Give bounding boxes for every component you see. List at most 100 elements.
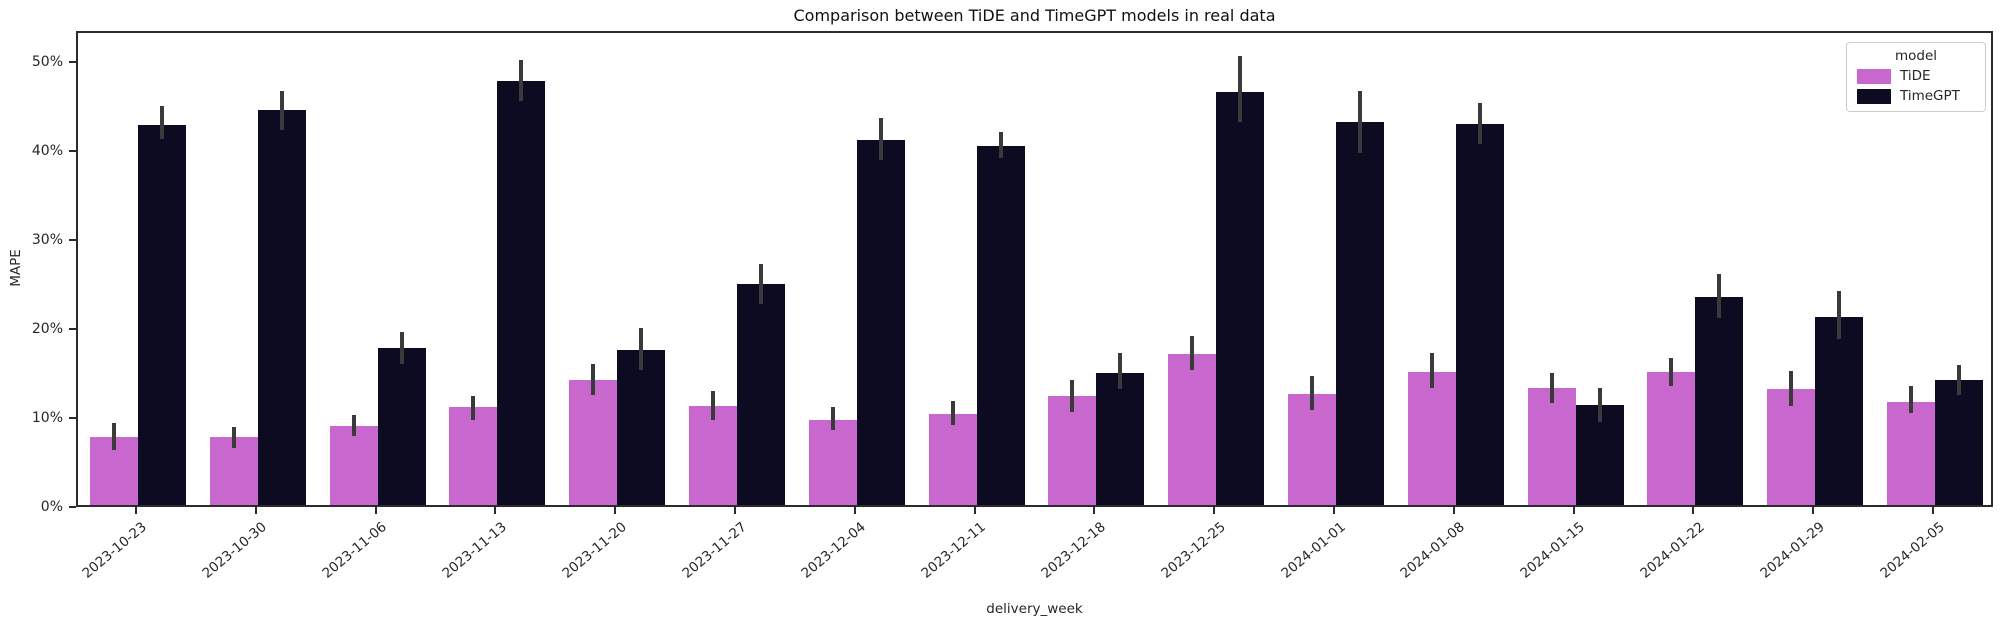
bar-timegpt-2024-01-22 (1695, 296, 1744, 505)
x-tick-label-text: 2023-11-20 (559, 519, 630, 582)
error-bar-timegpt-2024-01-22 (1717, 273, 1722, 319)
error-bar-tide-2023-11-20 (591, 364, 596, 395)
error-bar-timegpt-2024-01-08 (1477, 102, 1482, 144)
error-bar-timegpt-2023-11-20 (639, 327, 644, 370)
bar-timegpt-2023-12-04 (856, 140, 905, 505)
x-tick-mark (494, 507, 497, 514)
x-tick-mark (1333, 507, 1336, 514)
y-tick-mark (69, 239, 76, 242)
bar-tide-2023-12-18 (1048, 396, 1097, 505)
bar-timegpt-2023-12-11 (976, 145, 1025, 505)
error-bar-tide-2024-01-01 (1310, 376, 1315, 410)
bar-timegpt-2024-02-05 (1935, 379, 1984, 505)
error-bar-timegpt-2023-12-11 (998, 132, 1003, 159)
chart-title: Comparison between TiDE and TimeGPT mode… (793, 6, 1276, 25)
x-tick-label-text: 2023-12-18 (1038, 519, 1109, 582)
timegpt-color-swatch (1857, 88, 1891, 104)
bar-tide-2024-01-01 (1288, 393, 1337, 505)
error-bar-tide-2023-12-25 (1190, 335, 1195, 370)
y-tick-label: 50% (31, 54, 63, 71)
error-bar-tide-2023-10-23 (111, 423, 116, 450)
bar-tide-2023-11-13 (449, 407, 498, 505)
x-tick-mark (1812, 507, 1815, 514)
bar-timegpt-2023-11-27 (736, 284, 785, 505)
error-bar-tide-2023-12-11 (950, 400, 955, 425)
x-tick-mark (973, 507, 976, 514)
x-tick-label-text: 2023-11-27 (678, 519, 750, 582)
x-tick-label-text: 2024-01-08 (1397, 519, 1469, 582)
bar-timegpt-2023-10-30 (257, 109, 306, 505)
error-bar-tide-2023-10-30 (231, 426, 236, 449)
x-tick-label-text: 2023-12-11 (918, 519, 989, 582)
error-bar-tide-2024-01-08 (1429, 352, 1434, 388)
error-bar-timegpt-2024-01-29 (1837, 290, 1842, 339)
error-bar-tide-2023-11-27 (710, 391, 715, 421)
x-tick-label-text: 2024-01-15 (1517, 519, 1588, 582)
error-bar-timegpt-2023-10-30 (279, 91, 284, 130)
x-tick-label-text: 2023-10-30 (199, 519, 271, 582)
bar-timegpt-2023-10-23 (137, 125, 186, 505)
y-tick-mark (69, 150, 76, 153)
x-tick-mark (733, 507, 736, 514)
legend-entry-tide: TiDE (1857, 68, 1975, 84)
bar-tide-2023-11-06 (329, 425, 378, 505)
x-tick-mark (1452, 507, 1455, 514)
error-bar-tide-2023-11-13 (471, 396, 476, 420)
error-bar-timegpt-2024-01-15 (1597, 388, 1602, 423)
x-tick-mark (374, 507, 377, 514)
y-tick-label: 0% (40, 499, 63, 515)
y-tick-label: 30% (31, 232, 63, 249)
x-tick-label-text: 2023-10-23 (79, 519, 151, 582)
error-bar-timegpt-2024-02-05 (1957, 365, 1962, 395)
x-tick-mark (1692, 507, 1695, 514)
x-tick-label-text: 2023-11-06 (319, 519, 390, 582)
x-tick-label-text: 2023-11-13 (439, 519, 510, 582)
error-bar-tide-2023-11-06 (351, 415, 356, 436)
bar-tide-2023-11-20 (569, 379, 618, 505)
error-bar-tide-2023-12-04 (830, 407, 835, 431)
bar-timegpt-2023-11-06 (377, 347, 426, 505)
y-tick-mark (69, 328, 76, 331)
bar-timegpt-2023-12-25 (1216, 92, 1265, 505)
x-tick-label-text: 2024-01-29 (1757, 519, 1828, 582)
legend-label-tide: TiDE (1900, 68, 1931, 84)
error-bar-tide-2023-12-18 (1070, 380, 1075, 413)
legend: model TiDE TimeGPT (1846, 42, 1986, 112)
y-tick-mark (69, 417, 76, 420)
x-tick-mark (1093, 507, 1096, 514)
y-tick-label: 20% (31, 321, 63, 338)
error-bar-timegpt-2023-10-23 (159, 106, 164, 140)
bar-tide-2023-12-25 (1168, 353, 1217, 505)
error-bar-timegpt-2023-12-25 (1238, 55, 1243, 122)
x-axis-label: delivery_week (986, 601, 1083, 617)
y-tick-label: 10% (31, 410, 63, 427)
error-bar-tide-2024-01-29 (1789, 370, 1794, 407)
bar-tide-2024-01-22 (1647, 372, 1696, 505)
x-tick-mark (614, 507, 617, 514)
x-tick-mark (134, 507, 137, 514)
error-bar-timegpt-2023-12-18 (1118, 352, 1123, 390)
bar-tide-2024-02-05 (1887, 401, 1936, 505)
bar-tide-2023-12-11 (928, 414, 977, 505)
x-tick-label-text: 2024-01-01 (1277, 519, 1349, 582)
error-bar-timegpt-2023-12-04 (878, 117, 883, 160)
bar-tide-2023-11-27 (688, 406, 737, 505)
legend-entry-timegpt: TimeGPT (1857, 88, 1975, 104)
x-tick-mark (853, 507, 856, 514)
x-tick-mark (254, 507, 257, 514)
error-bar-timegpt-2023-11-13 (519, 60, 524, 102)
x-tick-label-text: 2024-02-05 (1876, 519, 1948, 582)
bar-timegpt-2024-01-08 (1455, 124, 1504, 505)
plot-area (76, 31, 1993, 507)
bar-timegpt-2024-01-29 (1815, 317, 1864, 505)
bar-timegpt-2023-11-20 (617, 350, 666, 505)
error-bar-timegpt-2023-11-27 (758, 263, 763, 304)
bar-tide-2024-01-15 (1527, 388, 1576, 505)
x-tick-mark (1932, 507, 1935, 514)
bar-tide-2023-12-04 (808, 419, 857, 505)
x-tick-label-text: 2023-12-04 (798, 519, 870, 582)
x-tick-label-text: 2024-01-22 (1637, 519, 1708, 582)
bar-tide-2024-01-08 (1407, 371, 1456, 505)
y-tick-mark (69, 61, 76, 64)
